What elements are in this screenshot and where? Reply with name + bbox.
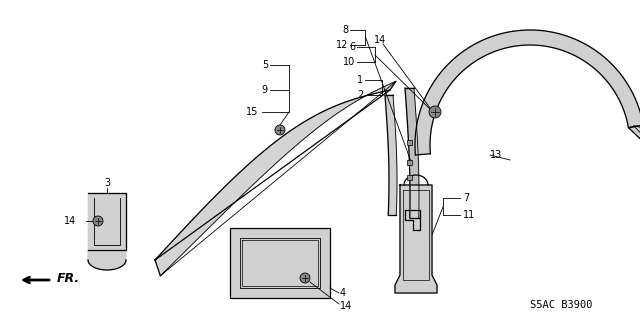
Text: 10: 10 — [343, 57, 355, 67]
Text: 15: 15 — [246, 107, 258, 117]
Polygon shape — [242, 240, 318, 286]
Text: 13: 13 — [490, 150, 502, 160]
Text: 8: 8 — [342, 25, 348, 35]
Text: 4: 4 — [340, 288, 346, 298]
Polygon shape — [405, 88, 419, 218]
Polygon shape — [385, 95, 397, 215]
Text: 6: 6 — [349, 42, 355, 52]
Text: 5: 5 — [262, 60, 268, 70]
Text: 9: 9 — [262, 85, 268, 95]
Text: 14: 14 — [340, 301, 352, 311]
Text: FR.: FR. — [57, 271, 80, 285]
Polygon shape — [628, 95, 640, 180]
Text: 14: 14 — [374, 35, 386, 45]
Circle shape — [300, 273, 310, 283]
Text: 7: 7 — [463, 193, 469, 203]
Polygon shape — [88, 193, 126, 250]
Text: 2: 2 — [356, 90, 363, 100]
Circle shape — [93, 216, 103, 226]
Text: 1: 1 — [357, 75, 363, 85]
Circle shape — [275, 125, 285, 135]
Polygon shape — [88, 250, 126, 270]
Text: 12: 12 — [336, 40, 348, 50]
Text: 14: 14 — [64, 216, 76, 226]
Polygon shape — [405, 210, 420, 230]
Text: 11: 11 — [463, 210, 476, 220]
Bar — [407, 175, 412, 180]
Bar — [230, 228, 330, 298]
Text: 3: 3 — [104, 178, 110, 188]
Polygon shape — [415, 30, 640, 155]
Polygon shape — [395, 185, 437, 293]
Circle shape — [429, 106, 441, 118]
Bar — [407, 140, 412, 145]
Text: S5AC B3900: S5AC B3900 — [530, 300, 593, 310]
Polygon shape — [155, 81, 396, 276]
Bar — [407, 160, 412, 165]
